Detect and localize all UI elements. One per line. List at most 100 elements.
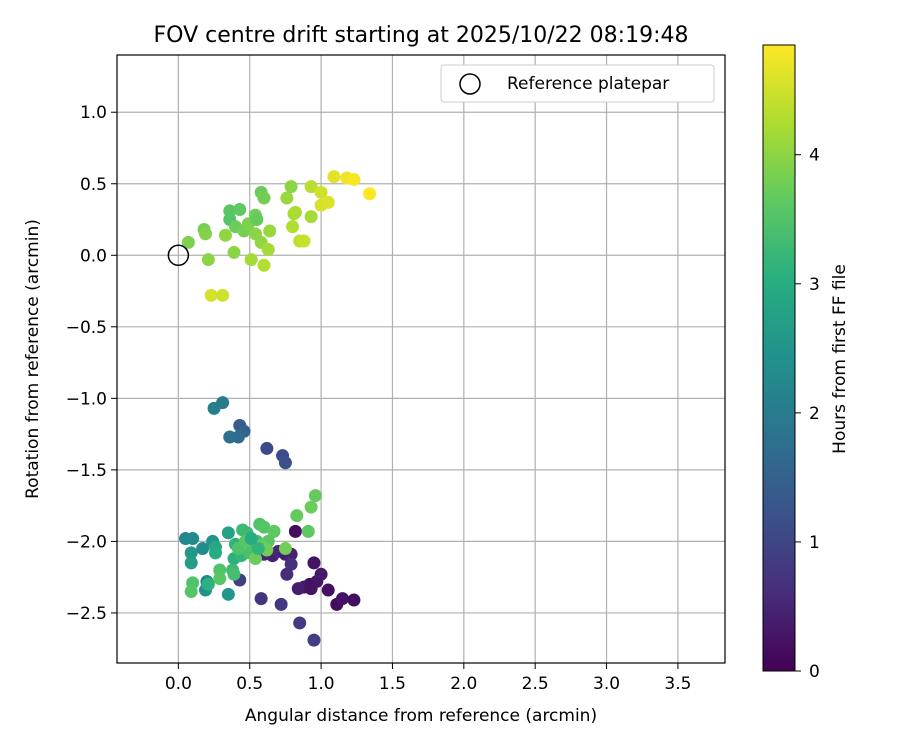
- data-point: [304, 500, 318, 514]
- data-point: [181, 235, 195, 249]
- data-point: [347, 593, 361, 607]
- y-tick-label: 0.5: [80, 175, 107, 195]
- data-point: [308, 489, 322, 503]
- data-point: [321, 583, 335, 597]
- data-point: [288, 524, 302, 538]
- data-point: [260, 441, 274, 455]
- data-point: [236, 523, 250, 537]
- y-axis-ticks: 1.0 0.5 0.0 −0.5 −1.0 −1.5 −2.0 −2.5: [66, 103, 117, 624]
- x-tick-label: 2.5: [522, 674, 549, 694]
- data-point: [261, 243, 275, 257]
- legend-marker: [459, 73, 481, 95]
- data-point: [251, 542, 265, 556]
- colorbar-tick-label: 0: [809, 662, 820, 682]
- data-point: [307, 633, 321, 647]
- data-point: [254, 592, 268, 606]
- legend-label: Reference platepar: [507, 74, 669, 94]
- data-point: [327, 170, 341, 184]
- x-tick-label: 0.5: [236, 674, 263, 694]
- plot-frame: [116, 54, 726, 664]
- grid-lines: [117, 55, 725, 663]
- data-point: [218, 228, 232, 242]
- data-point: [244, 253, 258, 267]
- x-tick-label: 2.0: [450, 674, 477, 694]
- legend: Reference platepar: [440, 64, 715, 103]
- data-point: [201, 253, 215, 267]
- colorbar-gradient: [762, 44, 796, 672]
- x-tick-label: 1.5: [379, 674, 406, 694]
- colorbar-tick-label: 4: [809, 146, 820, 166]
- y-axis-label: Rotation from reference (arcmin): [23, 219, 43, 499]
- data-point: [257, 258, 271, 272]
- data-point: [221, 587, 235, 601]
- x-tick-label: 1.0: [308, 674, 335, 694]
- data-point: [297, 234, 311, 248]
- x-tick-label: 3.5: [664, 674, 691, 694]
- data-point: [244, 532, 258, 546]
- data-point: [207, 401, 221, 415]
- data-point: [257, 191, 271, 205]
- y-tick-label: −2.5: [66, 604, 107, 624]
- colorbar: 0 1 2 3 4 Hours from first FF file: [762, 44, 850, 682]
- data-point: [347, 172, 361, 186]
- x-tick-label: 3.0: [593, 674, 620, 694]
- x-axis-label: Angular distance from reference (arcmin): [245, 706, 597, 726]
- data-point: [213, 572, 227, 586]
- data-point: [314, 567, 328, 581]
- data-point: [288, 205, 302, 219]
- colorbar-tick-label: 1: [809, 533, 820, 553]
- data-point: [321, 195, 335, 209]
- data-point: [274, 597, 288, 611]
- data-point: [250, 213, 264, 227]
- data-point: [184, 546, 198, 560]
- data-point: [227, 567, 241, 581]
- data-point: [233, 203, 247, 217]
- data-point: [363, 187, 377, 201]
- data-point: [196, 542, 210, 556]
- data-points: [179, 170, 377, 647]
- y-tick-label: −2.0: [66, 532, 107, 552]
- data-point: [278, 542, 292, 556]
- colorbar-tick-label: 3: [809, 275, 820, 295]
- y-tick-label: −1.0: [66, 389, 107, 409]
- data-point: [216, 288, 230, 302]
- data-point: [223, 204, 237, 218]
- y-tick-label: −0.5: [66, 318, 107, 338]
- data-point: [204, 288, 218, 302]
- data-point: [186, 532, 200, 546]
- data-point: [263, 224, 277, 238]
- data-point: [284, 180, 298, 194]
- data-point: [257, 520, 271, 534]
- data-point: [248, 552, 262, 566]
- data-point: [284, 557, 298, 571]
- y-tick-label: 0.0: [80, 246, 107, 266]
- colorbar-tick-label: 2: [809, 404, 820, 424]
- data-point: [267, 524, 281, 538]
- chart-title: FOV centre drift starting at 2025/10/22 …: [154, 23, 689, 48]
- data-point: [184, 556, 198, 570]
- legend-box: [440, 64, 715, 103]
- data-point: [201, 577, 215, 591]
- data-point: [223, 430, 237, 444]
- reference-marker: [167, 244, 190, 267]
- colorbar-label: Hours from first FF file: [830, 264, 850, 454]
- data-point: [336, 592, 350, 606]
- data-point: [304, 210, 318, 224]
- data-point: [314, 185, 328, 199]
- x-axis-ticks: 0.0 0.5 1.0 1.5 2.0 2.5 3.0 3.5: [165, 663, 691, 694]
- y-tick-label: −1.5: [66, 461, 107, 481]
- data-point: [221, 526, 235, 540]
- y-tick-label: 1.0: [80, 103, 107, 123]
- data-point: [293, 616, 307, 630]
- data-point: [301, 524, 315, 538]
- colorbar-ticks: 0 1 2 3 4: [795, 146, 820, 682]
- data-point: [227, 245, 241, 259]
- data-point: [198, 227, 212, 241]
- data-point: [304, 582, 318, 596]
- data-point: [278, 456, 292, 470]
- data-point: [290, 509, 304, 523]
- data-point: [291, 582, 305, 596]
- x-tick-label: 0.0: [165, 674, 192, 694]
- data-point: [286, 220, 300, 234]
